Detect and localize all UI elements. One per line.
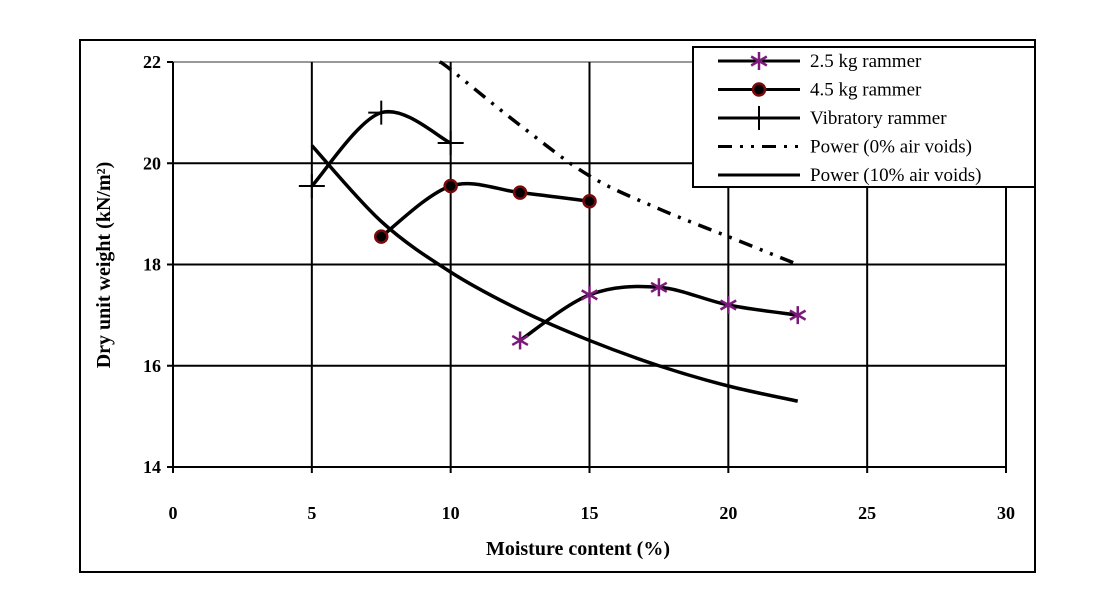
series-line xyxy=(380,181,590,239)
x-tick-label: 10 xyxy=(442,503,460,523)
asterisk-stroke xyxy=(511,334,529,347)
legend-label: Vibratory rammer xyxy=(810,108,947,129)
y-tick-label: 22 xyxy=(143,52,161,72)
y-tick-label: 14 xyxy=(143,457,161,477)
circle-marker xyxy=(582,193,597,209)
circle-marker xyxy=(374,229,389,244)
asterisk-stroke xyxy=(750,55,768,67)
circle-marker xyxy=(443,178,458,194)
x-tick-label: 15 xyxy=(581,503,599,523)
asterisk-marker xyxy=(750,52,768,70)
y-axis-label: Dry unit weight (kN/m²) xyxy=(93,162,115,369)
plus-marker xyxy=(746,106,772,130)
legend-label: Power (10% air voids) xyxy=(810,165,982,186)
x-tick-label: 5 xyxy=(307,503,316,523)
legend-label: Power (0% air voids) xyxy=(810,137,972,158)
x-tick-label: 30 xyxy=(997,503,1015,523)
series-vibratory-rammer xyxy=(298,100,464,199)
asterisk-stroke xyxy=(650,281,668,293)
y-tick-label: 20 xyxy=(143,153,161,173)
asterisk-stroke xyxy=(719,299,737,311)
series-line xyxy=(310,144,799,403)
series-layer xyxy=(298,60,807,403)
series-line xyxy=(438,60,799,267)
x-tick-label: 0 xyxy=(169,503,178,523)
circle-marker xyxy=(751,82,767,97)
circle-marker xyxy=(512,185,528,200)
asterisk-marker xyxy=(511,331,529,350)
series-power-0-air-voids- xyxy=(438,60,799,267)
legend: 2.5 kg rammer 4.5 kg rammer Vibratory ramm… xyxy=(692,46,1036,188)
legend-label: 2.5 kg rammer xyxy=(810,51,922,72)
asterisk-stroke xyxy=(789,309,807,321)
x-tick-label: 25 xyxy=(858,503,876,523)
asterisk-marker xyxy=(719,296,737,314)
tick-labels: 14 16 18 20 22 0 5 10 15 20 25 30 xyxy=(143,52,1015,523)
legend-label: 4.5 kg rammer xyxy=(810,80,922,101)
x-tick-label: 20 xyxy=(719,503,737,523)
y-tick-label: 16 xyxy=(143,356,161,376)
plus-marker xyxy=(437,131,464,155)
x-axis-label: Moisture content (%) xyxy=(486,538,670,560)
series-4-5-kg-rammer xyxy=(374,178,597,244)
plus-marker xyxy=(368,100,395,125)
asterisk-stroke xyxy=(581,289,598,301)
series-2-5-kg-rammer xyxy=(511,278,807,350)
asterisk-marker xyxy=(789,306,807,325)
asterisk-marker xyxy=(581,285,598,304)
asterisk-marker xyxy=(650,278,668,297)
plus-marker xyxy=(298,174,325,199)
series-power-10-air-voids- xyxy=(310,144,799,403)
y-tick-label: 18 xyxy=(143,255,161,275)
